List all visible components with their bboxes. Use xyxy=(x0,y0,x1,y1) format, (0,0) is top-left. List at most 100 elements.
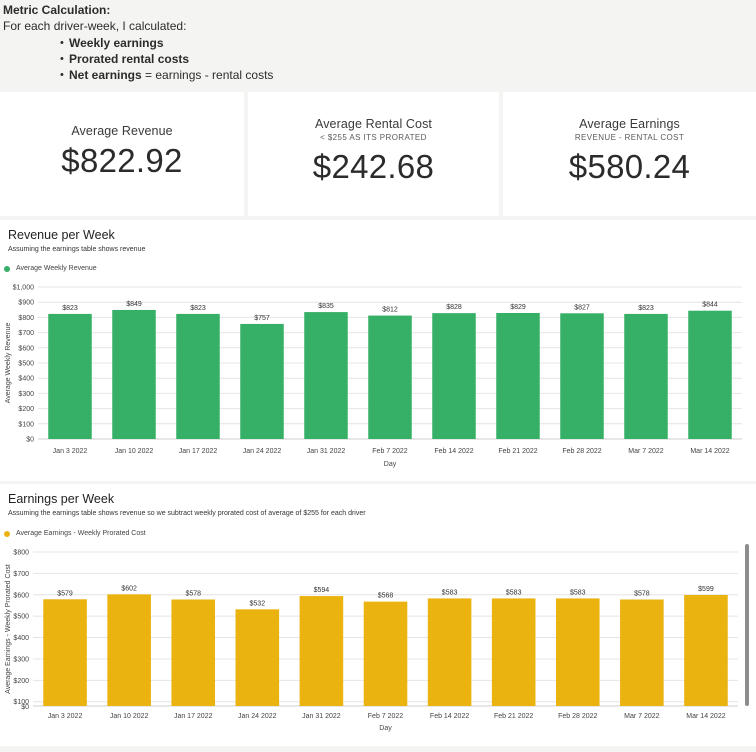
bar xyxy=(432,313,476,439)
bar xyxy=(427,598,472,706)
bar-data-label: $757 xyxy=(254,315,270,322)
bar xyxy=(368,315,412,439)
bar xyxy=(299,596,344,706)
y-tick-label: $400 xyxy=(18,376,34,383)
bar-data-label: $594 xyxy=(314,587,330,594)
bar xyxy=(107,594,151,706)
y-tick-label: $200 xyxy=(13,678,29,685)
x-tick-label: Mar 7 2022 xyxy=(628,448,664,455)
chart-title: Revenue per Week xyxy=(8,228,115,242)
x-tick-label: Feb 28 2022 xyxy=(562,448,601,455)
bar-data-label: $827 xyxy=(574,304,590,311)
bar-data-label: $532 xyxy=(250,600,266,607)
y-tick-label: $800 xyxy=(18,315,34,322)
x-tick-label: Jan 31 2022 xyxy=(302,713,341,720)
x-tick-label: Jan 10 2022 xyxy=(115,448,154,455)
kpi-sublabel: < $255 AS ITS PRORATED xyxy=(320,133,427,142)
y-tick-label: $100 xyxy=(13,699,29,706)
x-tick-label: Mar 14 2022 xyxy=(686,713,725,720)
x-tick-label: Jan 3 2022 xyxy=(48,713,83,720)
bar-data-label: $599 xyxy=(698,586,714,593)
notes-item: Weekly earnings xyxy=(60,35,753,51)
bar-data-label: $823 xyxy=(638,305,654,312)
y-tick-label: $600 xyxy=(13,592,29,599)
bar-data-label: $828 xyxy=(446,304,462,311)
bar xyxy=(560,313,604,439)
chart-subtitle: Assuming the earnings table shows revenu… xyxy=(8,246,146,253)
x-tick-label: Mar 7 2022 xyxy=(624,713,660,720)
bar-data-label: $829 xyxy=(510,304,526,311)
bar xyxy=(684,594,728,706)
y-axis-title: Average Earnings - Weekly Prorated Cost xyxy=(5,564,12,694)
bar-data-label: $844 xyxy=(702,302,718,309)
chart-legend[interactable]: Average Earnings - Weekly Prorated Cost xyxy=(4,530,146,537)
x-tick-label: Feb 21 2022 xyxy=(494,713,533,720)
bar-data-label: $835 xyxy=(318,303,334,310)
bar-data-label: $579 xyxy=(57,590,73,597)
kpi-sublabel: REVENUE - RENTAL COST xyxy=(574,133,685,142)
bar-data-label: $568 xyxy=(378,593,394,600)
bar-data-label: $583 xyxy=(506,589,522,596)
y-tick-label: $800 xyxy=(13,550,29,557)
x-axis-title: Day xyxy=(379,725,392,732)
bar xyxy=(363,601,408,706)
bar xyxy=(235,609,280,706)
x-tick-label: Jan 24 2022 xyxy=(238,713,277,720)
y-tick-label: $200 xyxy=(18,406,34,413)
kpi-average-rental-cost[interactable]: Average Rental Cost < $255 AS ITS PRORAT… xyxy=(248,92,499,216)
bar-data-label: $823 xyxy=(62,305,78,312)
y-axis-title: Average Weekly Revenue xyxy=(5,323,12,404)
bar xyxy=(624,313,668,439)
bar-data-label: $578 xyxy=(185,590,201,597)
bar-data-label: $583 xyxy=(442,589,458,596)
earnings-bar-chart[interactable]: $0$100$200$300$400$500$600$700$800Averag… xyxy=(0,484,756,746)
kpi-label: Average Earnings xyxy=(579,117,680,131)
y-tick-label: $700 xyxy=(13,571,29,578)
legend-label: Average Weekly Revenue xyxy=(16,265,97,272)
notes-item: Prorated rental costs xyxy=(60,51,753,67)
bar-data-label: $583 xyxy=(570,589,586,596)
bar xyxy=(555,598,600,706)
chart-title: Earnings per Week xyxy=(8,492,115,506)
y-tick-label: $600 xyxy=(18,345,34,352)
chart-legend[interactable]: Average Weekly Revenue xyxy=(4,265,97,272)
legend-label: Average Earnings - Weekly Prorated Cost xyxy=(16,530,146,537)
kpi-average-revenue[interactable]: Average Revenue $822.92 xyxy=(0,92,244,216)
bar-data-label: $849 xyxy=(126,301,142,308)
y-tick-label: $400 xyxy=(13,635,29,642)
x-tick-label: Jan 24 2022 xyxy=(243,448,282,455)
bar-data-label: $823 xyxy=(190,305,206,312)
bar xyxy=(171,599,216,706)
y-tick-label: $1,000 xyxy=(13,285,35,292)
x-tick-label: Feb 14 2022 xyxy=(434,448,473,455)
y-tick-label: $300 xyxy=(13,656,29,663)
kpi-label: Average Rental Cost xyxy=(314,117,432,131)
metric-notes: Metric Calculation: For each driver-week… xyxy=(0,0,756,90)
scrollbar[interactable] xyxy=(745,544,749,706)
x-tick-label: Jan 3 2022 xyxy=(53,448,88,455)
notes-list: Weekly earnings Prorated rental costs Ne… xyxy=(60,35,753,83)
legend-dot-icon xyxy=(4,265,10,272)
y-tick-label: $500 xyxy=(18,361,34,368)
x-tick-label: Jan 17 2022 xyxy=(174,713,213,720)
notes-item: Net earnings = earnings - rental costs xyxy=(60,67,753,83)
bar xyxy=(491,598,536,706)
bar xyxy=(688,310,732,439)
kpi-value: $242.68 xyxy=(312,148,435,185)
kpi-value: $580.24 xyxy=(568,148,691,185)
revenue-bar-chart[interactable]: $0 $100 $200 $300 $400 $500 $600 $700 $800 $900 $1… xyxy=(0,220,756,481)
bar xyxy=(304,312,348,439)
x-tick-label: Feb 7 2022 xyxy=(368,713,404,720)
y-tick-label: $100 xyxy=(18,421,34,428)
x-axis-title: Day xyxy=(384,461,397,468)
earnings-chart-card[interactable]: Earnings per Week Assuming the earnings … xyxy=(0,484,756,746)
chart-subtitle: Assuming the earnings table shows revenu… xyxy=(8,510,366,517)
revenue-chart-card[interactable]: Revenue per Week Assuming the earnings t… xyxy=(0,220,756,481)
bar xyxy=(620,599,664,706)
bar xyxy=(496,312,540,439)
bar-data-label: $812 xyxy=(382,307,398,314)
notes-intro: For each driver-week, I calculated: xyxy=(3,19,187,33)
kpi-average-earnings[interactable]: Average Earnings REVENUE - RENTAL COST $… xyxy=(503,92,756,216)
x-tick-label: Feb 7 2022 xyxy=(372,448,408,455)
